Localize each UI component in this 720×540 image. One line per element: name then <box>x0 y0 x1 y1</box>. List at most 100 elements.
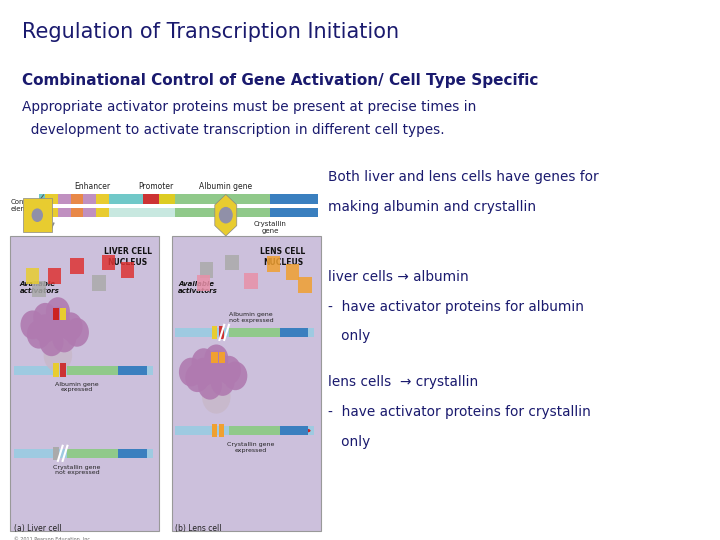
FancyBboxPatch shape <box>266 256 280 272</box>
Text: LENS CELL
NUCLEUS: LENS CELL NUCLEUS <box>260 247 305 267</box>
FancyBboxPatch shape <box>200 262 213 278</box>
Text: Crystallin gene
not expressed: Crystallin gene not expressed <box>53 464 101 475</box>
Text: Promoter: Promoter <box>138 181 174 191</box>
FancyBboxPatch shape <box>92 275 106 291</box>
FancyBboxPatch shape <box>60 363 66 377</box>
FancyBboxPatch shape <box>279 328 308 337</box>
FancyBboxPatch shape <box>96 194 109 204</box>
Text: Albumin gene
not expressed: Albumin gene not expressed <box>229 312 274 323</box>
FancyBboxPatch shape <box>229 328 279 337</box>
FancyBboxPatch shape <box>14 366 153 375</box>
Circle shape <box>33 314 58 343</box>
Text: Combinational Control of Gene Activation/ Cell Type Specific: Combinational Control of Gene Activation… <box>22 73 538 88</box>
FancyBboxPatch shape <box>39 208 318 217</box>
Circle shape <box>46 297 70 326</box>
FancyBboxPatch shape <box>218 326 224 339</box>
FancyBboxPatch shape <box>212 424 217 437</box>
FancyBboxPatch shape <box>53 447 59 460</box>
FancyBboxPatch shape <box>23 198 52 232</box>
Circle shape <box>217 356 241 384</box>
Text: -  have activator proteins for albumin: - have activator proteins for albumin <box>328 300 584 314</box>
FancyBboxPatch shape <box>121 262 134 278</box>
FancyBboxPatch shape <box>143 194 159 204</box>
Circle shape <box>44 338 72 372</box>
FancyBboxPatch shape <box>212 326 217 339</box>
FancyBboxPatch shape <box>218 352 225 363</box>
FancyBboxPatch shape <box>71 208 84 217</box>
Text: Albumin gene: Albumin gene <box>199 181 252 191</box>
Text: Crystallin gene
expressed: Crystallin gene expressed <box>228 442 275 453</box>
Circle shape <box>65 318 89 347</box>
Circle shape <box>46 307 70 335</box>
FancyBboxPatch shape <box>159 194 175 204</box>
Circle shape <box>202 380 230 414</box>
Circle shape <box>33 303 58 332</box>
FancyBboxPatch shape <box>211 352 217 363</box>
Circle shape <box>27 320 51 349</box>
Circle shape <box>198 371 222 400</box>
FancyBboxPatch shape <box>48 268 61 284</box>
Circle shape <box>219 207 233 224</box>
Text: liver cells → albumin: liver cells → albumin <box>328 270 468 284</box>
Text: Appropriate activator proteins must be present at precise times in: Appropriate activator proteins must be p… <box>22 100 476 114</box>
FancyBboxPatch shape <box>39 194 318 204</box>
FancyBboxPatch shape <box>68 366 118 375</box>
FancyBboxPatch shape <box>71 194 84 204</box>
Text: Both liver and lens cells have genes for: Both liver and lens cells have genes for <box>328 170 598 184</box>
FancyBboxPatch shape <box>197 275 210 291</box>
Text: (a) Liver cell: (a) Liver cell <box>14 524 61 532</box>
Circle shape <box>204 345 228 373</box>
Circle shape <box>185 363 210 392</box>
FancyBboxPatch shape <box>175 194 270 204</box>
FancyBboxPatch shape <box>71 258 84 274</box>
FancyBboxPatch shape <box>298 277 312 293</box>
FancyBboxPatch shape <box>270 208 318 217</box>
FancyBboxPatch shape <box>175 208 270 217</box>
Polygon shape <box>215 194 237 236</box>
FancyBboxPatch shape <box>118 366 147 375</box>
FancyBboxPatch shape <box>84 208 96 217</box>
FancyBboxPatch shape <box>68 449 118 458</box>
Circle shape <box>223 361 248 390</box>
FancyBboxPatch shape <box>96 208 109 217</box>
Text: Regulation of Transcription Initiation: Regulation of Transcription Initiation <box>22 22 399 42</box>
FancyBboxPatch shape <box>26 268 39 284</box>
Text: © 2011 Pearson Education, Inc.: © 2011 Pearson Education, Inc. <box>14 537 91 540</box>
FancyBboxPatch shape <box>53 308 59 320</box>
FancyBboxPatch shape <box>286 264 299 280</box>
FancyBboxPatch shape <box>53 363 59 377</box>
Text: Available
activators: Available activators <box>20 281 60 294</box>
Circle shape <box>210 367 235 396</box>
FancyBboxPatch shape <box>118 449 147 458</box>
FancyBboxPatch shape <box>45 208 58 217</box>
FancyBboxPatch shape <box>270 194 318 204</box>
FancyBboxPatch shape <box>102 254 115 271</box>
FancyBboxPatch shape <box>32 281 45 297</box>
Text: only: only <box>328 435 370 449</box>
FancyBboxPatch shape <box>225 254 239 271</box>
Circle shape <box>192 357 216 387</box>
FancyBboxPatch shape <box>14 449 153 458</box>
Circle shape <box>58 312 83 341</box>
FancyBboxPatch shape <box>279 426 308 435</box>
FancyBboxPatch shape <box>245 273 258 289</box>
FancyBboxPatch shape <box>45 194 58 204</box>
Text: lens cells  → crystallin: lens cells → crystallin <box>328 375 478 389</box>
Circle shape <box>192 348 216 377</box>
Circle shape <box>40 327 63 356</box>
FancyBboxPatch shape <box>58 194 71 204</box>
Text: (b) Lens cell: (b) Lens cell <box>175 524 222 532</box>
Text: Available
activators: Available activators <box>179 281 218 294</box>
Circle shape <box>20 310 45 339</box>
Text: Crystallin
gene: Crystallin gene <box>253 221 287 234</box>
FancyBboxPatch shape <box>60 308 66 320</box>
FancyBboxPatch shape <box>172 236 321 531</box>
Text: Control
elements: Control elements <box>10 199 42 212</box>
Text: -  have activator proteins for crystallin: - have activator proteins for crystallin <box>328 405 590 419</box>
Circle shape <box>32 208 43 222</box>
FancyBboxPatch shape <box>175 426 315 435</box>
Circle shape <box>204 350 228 379</box>
Text: making albumin and crystallin: making albumin and crystallin <box>328 200 536 214</box>
Circle shape <box>179 357 203 387</box>
FancyBboxPatch shape <box>10 236 159 531</box>
